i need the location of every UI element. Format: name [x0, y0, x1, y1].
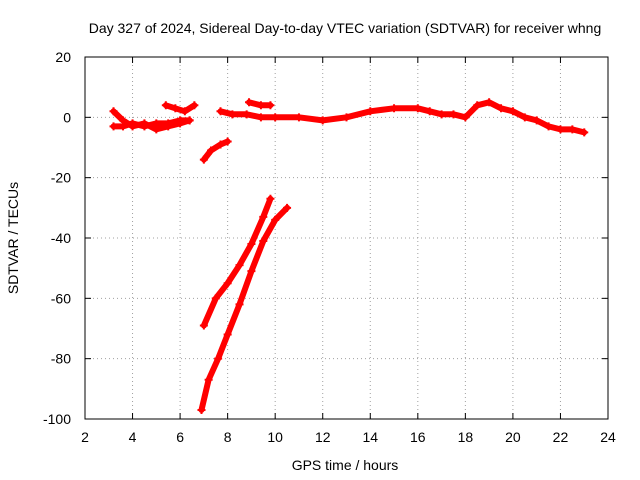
- data-point: [342, 113, 351, 122]
- data-point: [283, 203, 292, 212]
- data-point: [245, 98, 254, 107]
- y-tick-label: -60: [51, 290, 71, 306]
- data-point: [152, 119, 161, 128]
- y-tick-label: 0: [63, 109, 71, 125]
- y-tick-label: -20: [51, 170, 71, 186]
- y-tick-label: 20: [55, 49, 71, 65]
- data-point: [223, 330, 232, 339]
- x-tick-label: 16: [410, 429, 426, 445]
- data-point: [171, 104, 180, 113]
- x-tick-labels: 2 4 6 8 10 12 14 16 18 20 22 24: [81, 429, 616, 445]
- data-point: [235, 300, 244, 309]
- data-point: [223, 137, 232, 146]
- x-tick-label: 8: [224, 429, 232, 445]
- data-point: [271, 215, 280, 224]
- data-point: [256, 113, 265, 122]
- data-point: [214, 354, 223, 363]
- data-point: [228, 110, 237, 119]
- x-tick-label: 12: [315, 429, 331, 445]
- data-point: [259, 212, 268, 221]
- data-point: [109, 107, 118, 116]
- data-point: [140, 122, 149, 131]
- x-tick-label: 14: [362, 429, 378, 445]
- chart-title: Day 327 of 2024, Sidereal Day-to-day VTE…: [89, 20, 602, 36]
- data-point: [176, 116, 185, 125]
- data-point: [318, 116, 327, 125]
- data-point: [425, 107, 434, 116]
- x-tick-label: 18: [458, 429, 474, 445]
- y-tick-label: -80: [51, 351, 71, 367]
- x-tick-label: 22: [553, 429, 569, 445]
- data-point: [190, 101, 199, 110]
- data-point: [485, 98, 494, 107]
- x-tick-label: 24: [600, 429, 616, 445]
- series-line-segment-2: [200, 138, 231, 163]
- x-tick-label: 6: [176, 429, 184, 445]
- data-point: [185, 116, 194, 125]
- data-point: [199, 321, 208, 330]
- data-point: [216, 107, 225, 116]
- data-point: [128, 119, 137, 128]
- series-line-segment-1c: [162, 102, 198, 115]
- data-point: [580, 128, 589, 137]
- data-point: [180, 107, 189, 116]
- data-point: [199, 155, 208, 164]
- data-point: [366, 107, 375, 116]
- data-point: [247, 240, 256, 249]
- x-axis-label: GPS time / hours: [292, 457, 399, 473]
- y-tick-label: -40: [51, 230, 71, 246]
- data-point: [161, 101, 170, 110]
- data-point: [294, 113, 303, 122]
- data-point: [204, 375, 213, 384]
- x-tick-label: 20: [505, 429, 521, 445]
- data-point: [508, 107, 517, 116]
- data-point: [532, 116, 541, 125]
- data-point: [461, 113, 470, 122]
- data-point: [259, 237, 268, 246]
- data-series: [109, 98, 589, 414]
- data-point: [211, 294, 220, 303]
- data-point: [266, 194, 275, 203]
- data-point: [390, 104, 399, 113]
- data-point: [413, 104, 422, 113]
- data-point: [247, 267, 256, 276]
- data-point: [556, 125, 565, 134]
- data-point: [256, 101, 265, 110]
- data-point: [164, 119, 173, 128]
- data-point: [235, 261, 244, 270]
- data-point: [544, 122, 553, 131]
- data-point: [449, 110, 458, 119]
- x-tick-label: 10: [267, 429, 283, 445]
- tick-marks: [84, 56, 609, 420]
- data-point: [271, 113, 280, 122]
- data-point: [568, 125, 577, 134]
- data-point: [119, 122, 128, 131]
- data-point: [437, 110, 446, 119]
- y-tick-labels: -100 -80 -60 -40 -20 0 20: [43, 49, 71, 427]
- data-point: [473, 101, 482, 110]
- data-point: [520, 113, 529, 122]
- y-axis-label: SDTVAR / TECUs: [5, 182, 21, 294]
- x-tick-label: 4: [129, 429, 137, 445]
- data-point: [197, 405, 206, 414]
- data-point: [109, 122, 118, 131]
- y-tick-label: -100: [43, 411, 71, 427]
- data-point: [216, 140, 225, 149]
- data-point: [206, 146, 215, 155]
- data-point: [497, 104, 506, 113]
- grid-lines: [85, 57, 608, 419]
- x-tick-label: 2: [81, 429, 89, 445]
- data-point: [242, 110, 251, 119]
- data-point: [223, 279, 232, 288]
- data-point: [266, 101, 275, 110]
- plot-frame: [84, 56, 609, 420]
